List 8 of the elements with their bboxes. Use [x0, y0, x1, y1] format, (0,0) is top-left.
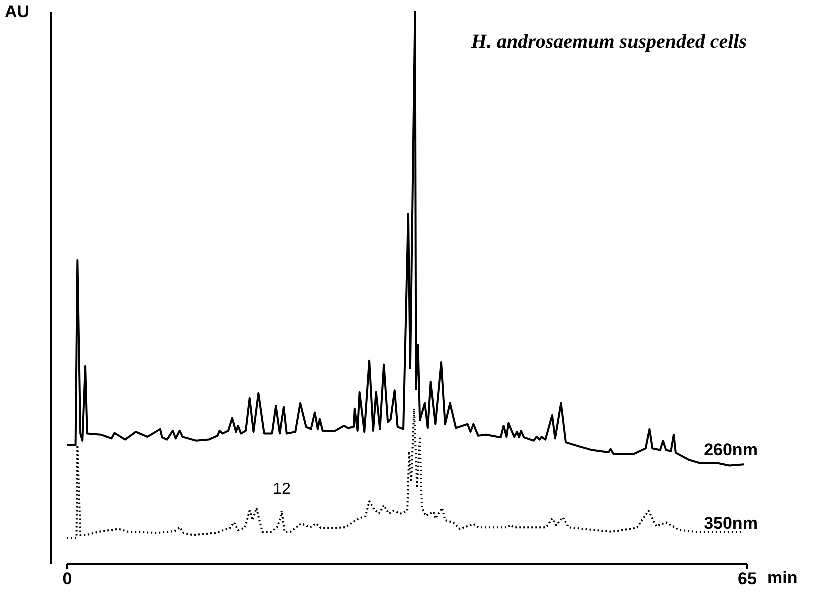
series-label: 260nm: [704, 440, 758, 460]
x-axis-title: min: [768, 568, 798, 588]
text: H. androsaemum suspended cells: [470, 31, 748, 53]
x-tick-label: 65: [738, 570, 757, 588]
series-label: 350nm: [704, 514, 758, 533]
x-tick-label: 0: [62, 570, 72, 588]
y-axis-title: AU: [4, 2, 30, 22]
annotation: 12: [273, 481, 291, 498]
